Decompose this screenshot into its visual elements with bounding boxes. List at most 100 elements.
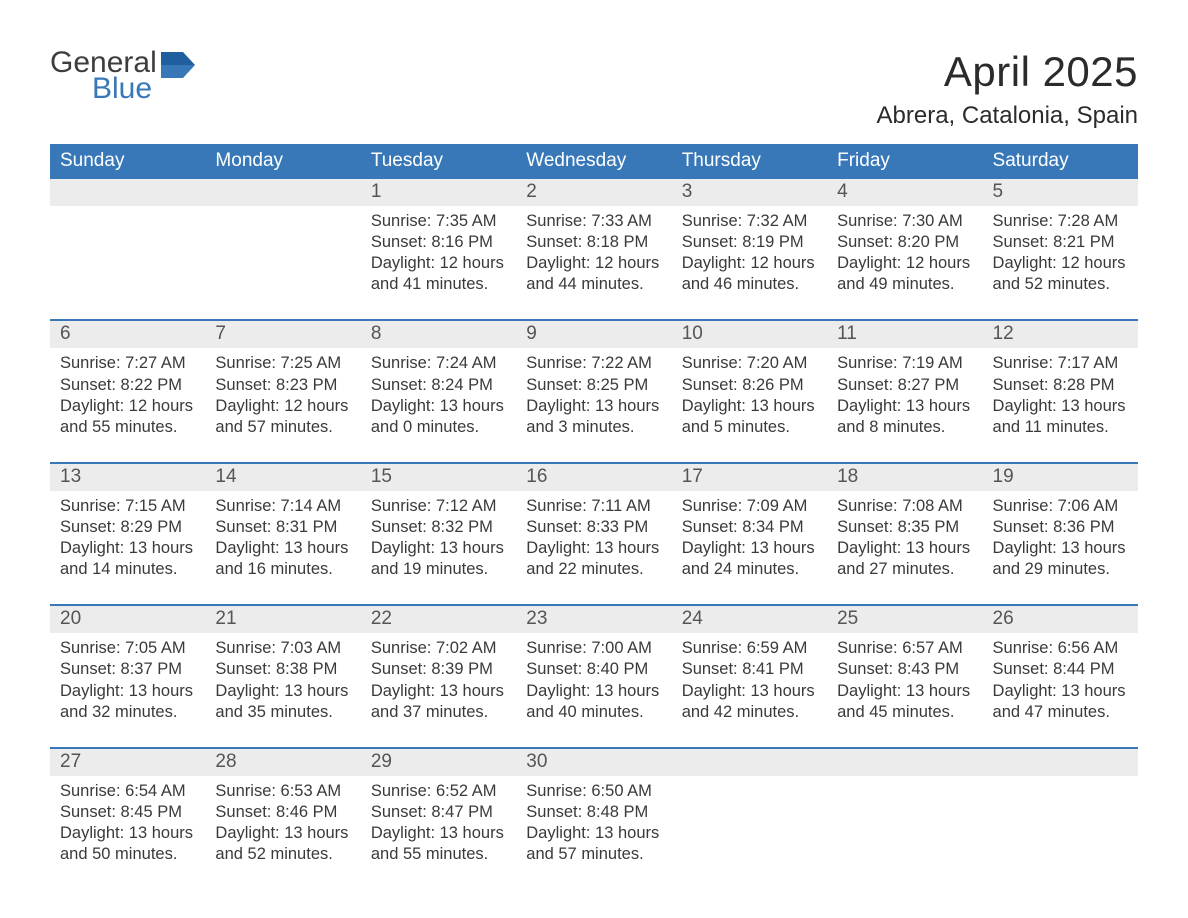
- day-number: 21: [205, 606, 360, 633]
- sunrise-line: Sunrise: 7:32 AM: [682, 211, 817, 232]
- calendar-cell: [50, 179, 205, 301]
- day-details: Sunrise: 6:57 AMSunset: 8:43 PMDaylight:…: [827, 633, 982, 722]
- sunrise-line: Sunrise: 7:20 AM: [682, 353, 817, 374]
- sunrise-line: Sunrise: 7:14 AM: [215, 496, 350, 517]
- daylight-line: Daylight: 13 hours and 35 minutes.: [215, 681, 350, 723]
- daylight-line: Daylight: 13 hours and 19 minutes.: [371, 538, 506, 580]
- day-details: Sunrise: 7:30 AMSunset: 8:20 PMDaylight:…: [827, 206, 982, 295]
- sunset-line: Sunset: 8:24 PM: [371, 375, 506, 396]
- calendar-cell: 28 Sunrise: 6:53 AMSunset: 8:46 PMDayligh…: [205, 749, 360, 871]
- day-number: 23: [516, 606, 671, 633]
- calendar-cell: 21 Sunrise: 7:03 AMSunset: 8:38 PMDayligh…: [205, 606, 360, 728]
- sunrise-line: Sunrise: 7:05 AM: [60, 638, 195, 659]
- daylight-line: Daylight: 12 hours and 46 minutes.: [682, 253, 817, 295]
- day-number: 26: [983, 606, 1138, 633]
- sunrise-line: Sunrise: 6:54 AM: [60, 781, 195, 802]
- sunrise-line: Sunrise: 7:00 AM: [526, 638, 661, 659]
- day-number: 3: [672, 179, 827, 206]
- daylight-line: Daylight: 13 hours and 5 minutes.: [682, 396, 817, 438]
- calendar-cell: 1Sunrise: 7:35 AMSunset: 8:16 PMDaylight…: [361, 179, 516, 301]
- daylight-line: Daylight: 12 hours and 44 minutes.: [526, 253, 661, 295]
- day-number: 6: [50, 321, 205, 348]
- sunset-line: Sunset: 8:23 PM: [215, 375, 350, 396]
- day-header: Saturday: [983, 144, 1138, 179]
- calendar-cell: [827, 749, 982, 871]
- sunset-line: Sunset: 8:20 PM: [837, 232, 972, 253]
- calendar-cell: 16Sunrise: 7:11 AMSunset: 8:33 PMDayligh…: [516, 464, 671, 586]
- sunrise-line: Sunrise: 6:56 AM: [993, 638, 1128, 659]
- day-number: 4: [827, 179, 982, 206]
- sunrise-line: Sunrise: 6:52 AM: [371, 781, 506, 802]
- daylight-line: Daylight: 13 hours and 29 minutes.: [993, 538, 1128, 580]
- sunrise-line: Sunrise: 6:53 AM: [215, 781, 350, 802]
- sunset-line: Sunset: 8:29 PM: [60, 517, 195, 538]
- calendar-cell: 14Sunrise: 7:14 AMSunset: 8:31 PMDayligh…: [205, 464, 360, 586]
- day-details: Sunrise: 7:12 AMSunset: 8:32 PMDaylight:…: [361, 491, 516, 580]
- sunrise-line: Sunrise: 7:19 AM: [837, 353, 972, 374]
- sunset-line: Sunset: 8:37 PM: [60, 659, 195, 680]
- sunset-line: Sunset: 8:18 PM: [526, 232, 661, 253]
- calendar-cell: 12Sunrise: 7:17 AMSunset: 8:28 PMDayligh…: [983, 321, 1138, 443]
- calendar: SundayMondayTuesdayWednesdayThursdayFrid…: [50, 144, 1138, 871]
- sunset-line: Sunset: 8:38 PM: [215, 659, 350, 680]
- calendar-cell: 25Sunrise: 6:57 AMSunset: 8:43 PMDayligh…: [827, 606, 982, 728]
- month-title: April 2025: [877, 48, 1139, 96]
- sunrise-line: Sunrise: 7:11 AM: [526, 496, 661, 517]
- calendar-cell: 30Sunrise: 6:50 AMSunset: 8:48 PMDayligh…: [516, 749, 671, 871]
- sunrise-line: Sunrise: 7:33 AM: [526, 211, 661, 232]
- sunrise-line: Sunrise: 7:08 AM: [837, 496, 972, 517]
- sunset-line: Sunset: 8:36 PM: [993, 517, 1128, 538]
- calendar-cell: 13Sunrise: 7:15 AMSunset: 8:29 PMDayligh…: [50, 464, 205, 586]
- day-number: 25: [827, 606, 982, 633]
- daylight-line: Daylight: 13 hours and 16 minutes.: [215, 538, 350, 580]
- day-number: 7: [205, 321, 360, 348]
- day-details: Sunrise: 7:00 AMSunset: 8:40 PMDaylight:…: [516, 633, 671, 722]
- day-number: 28: [205, 749, 360, 776]
- calendar-cell: 23Sunrise: 7:00 AMSunset: 8:40 PMDayligh…: [516, 606, 671, 728]
- sunset-line: Sunset: 8:47 PM: [371, 802, 506, 823]
- sunrise-line: Sunrise: 7:03 AM: [215, 638, 350, 659]
- daylight-line: Daylight: 13 hours and 52 minutes.: [215, 823, 350, 865]
- day-number: 20: [50, 606, 205, 633]
- daylight-line: Daylight: 12 hours and 55 minutes.: [60, 396, 195, 438]
- sunset-line: Sunset: 8:46 PM: [215, 802, 350, 823]
- calendar-week: 20Sunrise: 7:05 AMSunset: 8:37 PMDayligh…: [50, 604, 1138, 728]
- day-details: Sunrise: 7:05 AMSunset: 8:37 PMDaylight:…: [50, 633, 205, 722]
- daylight-line: Daylight: 13 hours and 32 minutes.: [60, 681, 195, 723]
- calendar-week: 27Sunrise: 6:54 AMSunset: 8:45 PMDayligh…: [50, 747, 1138, 871]
- daylight-line: Daylight: 13 hours and 8 minutes.: [837, 396, 972, 438]
- sunrise-line: Sunrise: 7:27 AM: [60, 353, 195, 374]
- day-details: Sunrise: 7:25 AMSunset: 8:23 PMDaylight:…: [205, 348, 360, 437]
- day-details: Sunrise: 7:33 AMSunset: 8:18 PMDaylight:…: [516, 206, 671, 295]
- daylight-line: Daylight: 13 hours and 27 minutes.: [837, 538, 972, 580]
- sunrise-line: Sunrise: 7:22 AM: [526, 353, 661, 374]
- empty-day: [50, 179, 205, 206]
- daylight-line: Daylight: 13 hours and 37 minutes.: [371, 681, 506, 723]
- day-details: Sunrise: 6:52 AMSunset: 8:47 PMDaylight:…: [361, 776, 516, 865]
- day-details: Sunrise: 7:27 AMSunset: 8:22 PMDaylight:…: [50, 348, 205, 437]
- sunset-line: Sunset: 8:27 PM: [837, 375, 972, 396]
- sunrise-line: Sunrise: 7:09 AM: [682, 496, 817, 517]
- calendar-cell: 10Sunrise: 7:20 AMSunset: 8:26 PMDayligh…: [672, 321, 827, 443]
- day-details: Sunrise: 7:02 AMSunset: 8:39 PMDaylight:…: [361, 633, 516, 722]
- day-details: Sunrise: 7:14 AMSunset: 8:31 PMDaylight:…: [205, 491, 360, 580]
- daylight-line: Daylight: 13 hours and 45 minutes.: [837, 681, 972, 723]
- calendar-cell: 7Sunrise: 7:25 AMSunset: 8:23 PMDaylight…: [205, 321, 360, 443]
- sunrise-line: Sunrise: 7:02 AM: [371, 638, 506, 659]
- calendar-cell: 5Sunrise: 7:28 AMSunset: 8:21 PMDaylight…: [983, 179, 1138, 301]
- sunset-line: Sunset: 8:22 PM: [60, 375, 195, 396]
- sunset-line: Sunset: 8:43 PM: [837, 659, 972, 680]
- day-details: Sunrise: 7:22 AMSunset: 8:25 PMDaylight:…: [516, 348, 671, 437]
- day-number: 5: [983, 179, 1138, 206]
- day-details: Sunrise: 6:56 AMSunset: 8:44 PMDaylight:…: [983, 633, 1138, 722]
- sunset-line: Sunset: 8:34 PM: [682, 517, 817, 538]
- day-header: Sunday: [50, 144, 205, 179]
- day-details: Sunrise: 7:06 AMSunset: 8:36 PMDaylight:…: [983, 491, 1138, 580]
- calendar-cell: 11Sunrise: 7:19 AMSunset: 8:27 PMDayligh…: [827, 321, 982, 443]
- calendar-cell: 3Sunrise: 7:32 AMSunset: 8:19 PMDaylight…: [672, 179, 827, 301]
- day-number: 16: [516, 464, 671, 491]
- calendar-cell: 27Sunrise: 6:54 AMSunset: 8:45 PMDayligh…: [50, 749, 205, 871]
- daylight-line: Daylight: 12 hours and 57 minutes.: [215, 396, 350, 438]
- sunset-line: Sunset: 8:45 PM: [60, 802, 195, 823]
- sunrise-line: Sunrise: 7:25 AM: [215, 353, 350, 374]
